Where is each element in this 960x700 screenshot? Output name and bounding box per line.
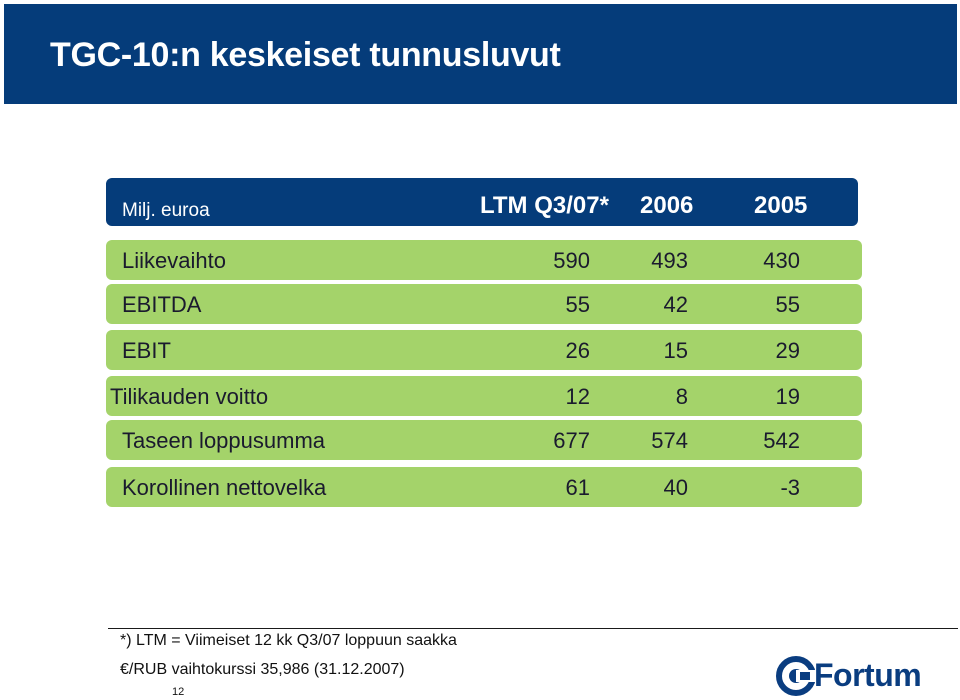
logo-wordmark: Fortum [814,657,922,693]
column-header-2005: 2005 [754,192,808,219]
footnote-exchange-rate: €/RUB vaihtokurssi 35,986 (31.12.2007) [120,661,405,678]
slide-title: TGC-10:n keskeiset tunnusluvut [50,36,561,74]
row-label: EBITDA [122,292,202,317]
fortum-logo: Fortum [776,654,936,696]
page-number: 12 [172,686,185,698]
cell-ltm: 12 [565,384,590,409]
cell-2006: 493 [651,248,688,273]
cell-2006: 8 [675,384,688,409]
cell-ltm: 61 [565,475,590,500]
unit-label: Milj. euroa [122,200,210,221]
row-label: Taseen loppusumma [122,428,326,453]
row-label: Liikevaihto [122,248,226,273]
footer-divider [108,628,958,629]
table-row-tilikauden-voitto: Tilikauden voitto 12 8 19 [106,376,862,416]
cell-2006: 42 [663,292,688,317]
table-row-korollinen-nettovelka: Korollinen nettovelka 61 40 -3 [106,467,862,507]
column-header-ltm: LTM Q3/07* [480,192,609,219]
row-label: Tilikauden voitto [110,384,269,409]
fortum-logo-icon [776,656,816,696]
table-row-ebitda: EBITDA 55 42 55 [106,284,862,324]
table-row-taseen-loppusumma: Taseen loppusumma 677 574 542 [106,420,862,460]
cell-2005: 19 [775,384,800,409]
cell-ltm: 55 [565,292,590,317]
cell-2005: 430 [763,248,800,273]
row-label: EBIT [122,338,171,363]
cell-2006: 40 [663,475,688,500]
cell-ltm: 677 [553,428,590,453]
table-header-row: Milj. euroa LTM Q3/07* 2006 2005 [106,178,858,226]
row-label: Korollinen nettovelka [122,475,327,500]
table-row-ebit: EBIT 26 15 29 [106,330,862,370]
cell-2005: 29 [775,338,800,363]
cell-2006: 574 [651,428,688,453]
column-header-2006: 2006 [640,192,694,219]
cell-ltm: 26 [565,338,590,363]
title-bar: TGC-10:n keskeiset tunnusluvut [4,4,957,104]
table-row-liikevaihto: Liikevaihto 590 493 430 [106,240,862,280]
cell-2005: 542 [763,428,800,453]
cell-ltm: 590 [553,248,590,273]
footnote-ltm: *) LTM = Viimeiset 12 kk Q3/07 loppuun s… [120,632,457,649]
cell-2006: 15 [663,338,688,363]
cell-2005: 55 [775,292,800,317]
cell-2005: -3 [780,475,800,500]
